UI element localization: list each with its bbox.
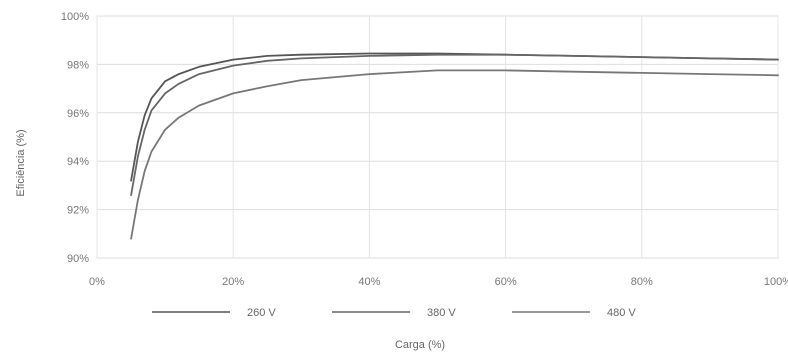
x-axis-label: Carga (%) (395, 339, 445, 351)
x-tick-label: 100% (764, 276, 788, 288)
x-tick-label: 20% (222, 276, 244, 288)
x-tick-label: 80% (631, 276, 653, 288)
plot-frame (96, 15, 779, 259)
y-tick-label: 96% (67, 108, 89, 120)
axes: 90% 92% 94% 96% 98% 100% 0% 20% 40% 60% 80% 100% (61, 11, 788, 288)
legend-label: 380 V (427, 307, 456, 319)
y-tick-label: 98% (67, 59, 89, 71)
series-lines (130, 52, 779, 240)
legend-label: 480 V (607, 307, 636, 319)
series-line (130, 69, 779, 240)
y-tick-label: 100% (61, 11, 89, 23)
x-tick-label: 60% (495, 276, 517, 288)
legend: 260 V 380 V 480 V (152, 307, 636, 319)
legend-label: 260 V (247, 307, 276, 319)
y-axis-label: Eficiência (%) (15, 129, 27, 196)
series-line (130, 53, 779, 196)
grid (96, 15, 779, 259)
x-tick-label: 0% (89, 276, 105, 288)
y-tick-label: 94% (67, 156, 89, 168)
y-tick-label: 90% (67, 253, 89, 265)
x-tick-label: 40% (358, 276, 380, 288)
y-tick-label: 92% (67, 205, 89, 217)
